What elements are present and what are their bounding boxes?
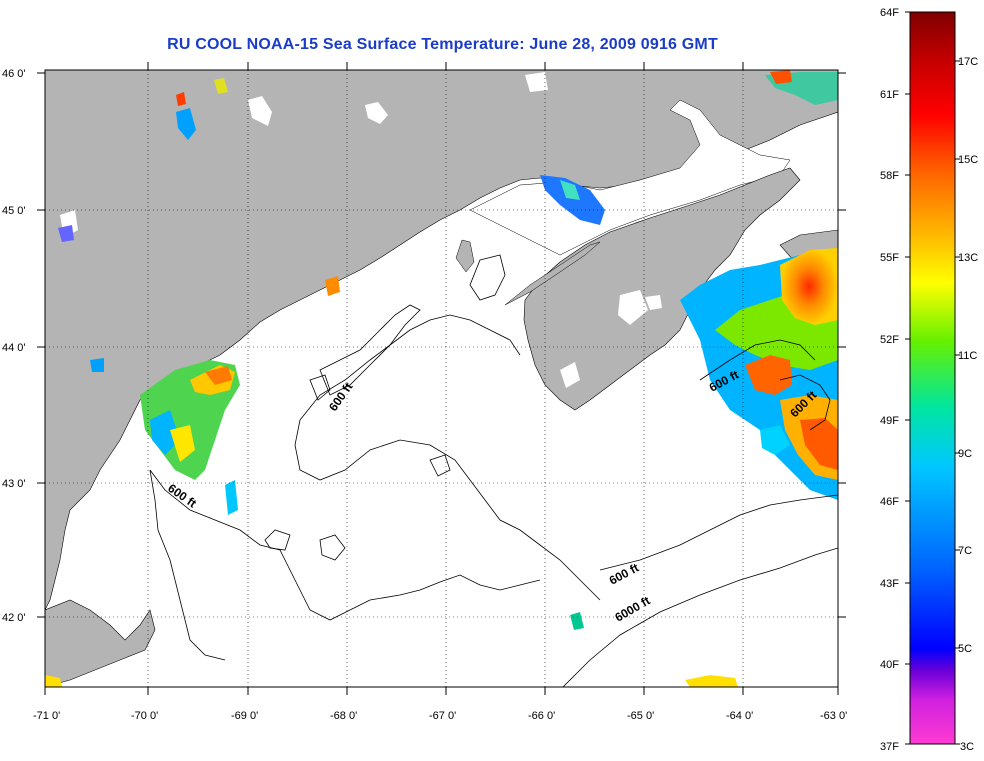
colorbar-c-label: 11C: [958, 350, 977, 362]
water-bay-of-fundy: [469, 99, 791, 256]
colorbar-c-label: 15C: [958, 154, 978, 166]
colorbar-f-label: 37F: [880, 741, 899, 753]
bathymetry-contours: [149, 254, 838, 687]
lon-label: -64 0': [726, 710, 753, 722]
lat-label: 43 0': [2, 478, 26, 490]
longitude-labels: -71 0' -70 0' -69 0' -68 0' -67 0' -66 0…: [33, 710, 847, 722]
cloud-mask: [60, 72, 662, 388]
lat-label: 44 0': [2, 342, 26, 354]
lon-label: -65 0': [627, 710, 654, 722]
lat-label: 42 0': [2, 612, 26, 624]
colorbar-c-label: 7C: [958, 545, 972, 557]
colorbar-f-label: 61F: [880, 89, 899, 101]
colorbar-f-label: 64F: [880, 7, 899, 19]
lon-label: -70 0': [131, 710, 158, 722]
colorbar-f-label: 49F: [880, 415, 899, 427]
colorbar-c-label: 5C: [958, 643, 972, 655]
colorbar: [909, 11, 956, 745]
tick-marks: [37, 62, 846, 695]
colorbar-fahrenheit-labels: 64F 61F 58F 55F 52F 49F 46F 43F 40F 37F: [880, 7, 899, 753]
colorbar-f-label: 58F: [880, 170, 899, 182]
colorbar-c-label: 17C: [958, 56, 978, 68]
colorbar-ticks: [905, 11, 960, 745]
lat-label: 45 0': [2, 205, 26, 217]
map-title: RU COOL NOAA-15 Sea Surface Temperature:…: [167, 36, 718, 53]
land-cape-cod: [45, 599, 156, 687]
colorbar-f-label: 52F: [880, 334, 899, 346]
land-digby-neck: [504, 241, 601, 306]
lat-label: 46 0': [2, 68, 26, 80]
lon-label: -69 0': [231, 710, 258, 722]
colorbar-f-label: 43F: [880, 578, 899, 590]
colorbar-f-label: 46F: [880, 496, 899, 508]
colorbar-c-label: 9C: [958, 448, 972, 460]
colorbar-celsius-labels: 17C 15C 13C 11C 9C 7C 5C 3C: [958, 56, 978, 753]
land-grand-manan: [455, 239, 475, 273]
graticule: [45, 70, 838, 687]
latitude-labels: 46 0' 45 0' 44 0' 43 0' 42 0': [2, 68, 26, 624]
lon-label: -68 0': [330, 710, 357, 722]
sst-patches: [45, 70, 838, 687]
colorbar-f-label: 55F: [880, 252, 899, 264]
lon-label: -63 0': [820, 710, 847, 722]
land-nova-scotia: [523, 167, 801, 411]
colorbar-c-label: 13C: [958, 252, 978, 264]
map-border: [44, 69, 839, 688]
lon-label: -71 0': [33, 710, 60, 722]
colorbar-f-label: 40F: [880, 659, 899, 671]
lon-label: -67 0': [429, 710, 456, 722]
colorbar-c-label: 3C: [960, 741, 974, 753]
lon-label: -66 0': [528, 710, 555, 722]
